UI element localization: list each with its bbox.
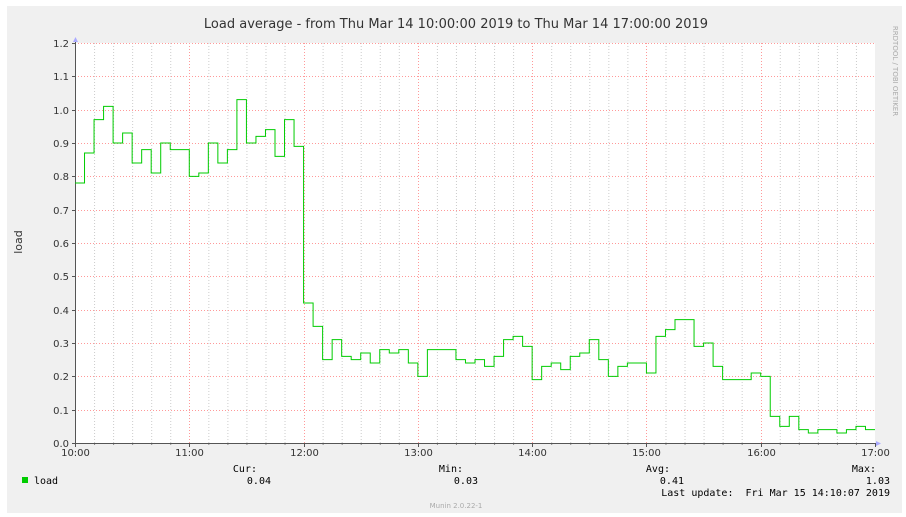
munin-version: Munin 2.0.22-1 [430, 502, 483, 510]
axes [72, 37, 881, 447]
legend-header-min: Min: [439, 464, 463, 475]
x-tick-label: 13:00 [404, 448, 433, 459]
y-tick-label: 0.8 [53, 172, 69, 183]
legend-value-min: 0.03 [454, 476, 478, 487]
legend-header-cur: Cur: [233, 464, 257, 475]
load-chart: Load average - from Thu Mar 14 10:00:00 … [12, 17, 899, 510]
y-tick-label: 0.9 [53, 139, 69, 150]
y-tick-labels: 0.0 0.1 0.2 0.3 0.4 0.5 0.6 0.7 0.8 0.9 1.0 1.1 1.2 [53, 39, 69, 450]
x-tick-label: 15:00 [632, 448, 661, 459]
y-tick-label: 0.4 [53, 306, 69, 317]
legend-label-load: load [34, 476, 58, 487]
graph-frame: Load average - from Thu Mar 14 10:00:00 … [7, 6, 902, 513]
chart-title: Load average - from Thu Mar 14 10:00:00 … [204, 17, 708, 32]
series-line-load [75, 99, 875, 434]
last-update: Last update: Fri Mar 15 14:10:07 2019 [661, 488, 890, 499]
x-tick-label: 16:00 [747, 448, 776, 459]
y-tick-label: 0.6 [53, 239, 69, 250]
y-tick-label: 0.5 [53, 272, 69, 283]
legend-value-cur: 0.04 [247, 476, 271, 487]
legend-swatch-load [22, 477, 28, 483]
legend-value-max: 1.03 [866, 476, 890, 487]
legend-value-avg: 0.41 [660, 476, 684, 487]
y-tick-label: 0.1 [53, 406, 69, 417]
legend-header-avg: Avg: [646, 464, 670, 475]
x-axis-arrow [876, 441, 881, 446]
y-tick-label: 0.7 [53, 206, 69, 217]
y-tick-label: 0.0 [53, 439, 69, 450]
y-tick-label: 0.2 [53, 372, 69, 383]
grid-lines [75, 43, 875, 443]
y-tick-label: 1.1 [53, 72, 69, 83]
rrdtool-watermark: RRDTOOL / TOBI OETIKER [891, 26, 899, 116]
x-tick-label: 14:00 [518, 448, 547, 459]
x-tick-label: 11:00 [175, 448, 204, 459]
x-tick-label: 10:00 [61, 448, 90, 459]
legend-header-max: Max: [852, 464, 876, 475]
x-tick-label: 12:00 [290, 448, 319, 459]
y-tick-label: 1.0 [53, 106, 69, 117]
y-tick-label: 1.2 [53, 39, 69, 50]
y-axis-arrow [73, 37, 78, 42]
y-axis-label: load [12, 230, 25, 254]
x-tick-labels: 10:00 11:00 12:00 13:00 14:00 15:00 16:00 17:00 [61, 448, 890, 459]
x-tick-label: 17:00 [861, 448, 890, 459]
y-tick-label: 0.3 [53, 339, 69, 350]
